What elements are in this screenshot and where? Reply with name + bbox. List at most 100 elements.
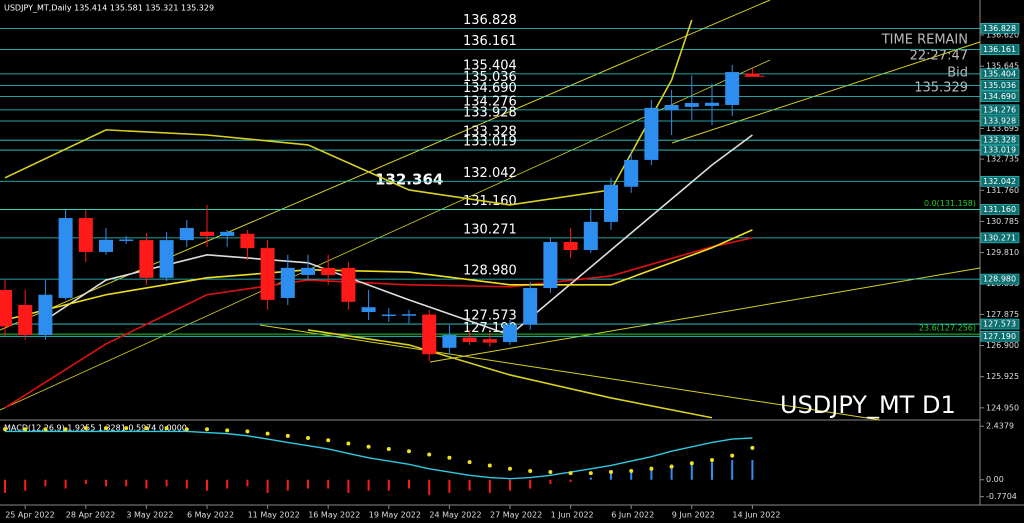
macd-signal-dot: [83, 426, 88, 431]
level-box-label: 136.828: [983, 24, 1016, 33]
macd-y-tick-label: -0.7704: [986, 492, 1017, 501]
macd-signal-dot: [164, 426, 169, 431]
y-tick-label: 125.925: [986, 372, 1019, 381]
level-box-label: 133.928: [983, 116, 1016, 125]
level-box: [980, 23, 1020, 34]
x-tick-label: 3 May 2022: [126, 511, 173, 520]
fib-label: 23.6(127.256): [919, 324, 976, 333]
candle-body: [644, 107, 659, 160]
x-tick-label: 9 Jun 2022: [672, 511, 715, 520]
x-tick-label: 27 May 2022: [490, 511, 542, 520]
timer-label: TIME REMAIN: [881, 33, 968, 48]
y-tick-label: 127.875: [986, 310, 1019, 319]
level-box: [980, 175, 1020, 187]
level-label: 135.404: [463, 58, 517, 73]
macd-signal-dot: [730, 453, 735, 458]
level-box: [980, 273, 1020, 285]
macd-signal-dot: [63, 427, 68, 432]
level-label: 128.980: [463, 264, 517, 279]
watermark: USDJPY_MT D1: [780, 391, 956, 419]
macd-signal-dot: [649, 466, 654, 471]
candle-body: [442, 335, 457, 348]
level-box: [980, 80, 1020, 91]
level-box-label: 130.271: [983, 233, 1016, 242]
macd-signal-dot: [366, 444, 371, 449]
macd-signal-dot: [609, 470, 613, 475]
chart-title: USDJPY_MT,Daily 135.414 135.581 135.321 …: [4, 4, 214, 13]
candle-body: [523, 288, 538, 325]
level-label: 133.328: [463, 125, 517, 140]
candle-body: [78, 218, 93, 252]
x-tick-label: 6 May 2022: [187, 511, 234, 520]
x-tick-label: 19 May 2022: [369, 511, 421, 520]
level-box: [980, 330, 1020, 342]
bid-value: 135.329: [914, 81, 968, 96]
y-tick-label: 131.760: [986, 186, 1019, 195]
macd-y-tick-label: 2.4379: [986, 422, 1014, 431]
candle-body: [179, 227, 194, 241]
x-tick-label: 28 Apr 2022: [66, 511, 115, 520]
macd-line: [5, 430, 753, 480]
level-box: [980, 115, 1020, 127]
x-tick-label: 6 Jun 2022: [611, 511, 654, 520]
level-box: [980, 144, 1020, 156]
overlay-line: [4, 19, 693, 206]
macd-signal-dot: [265, 431, 270, 436]
level-box-label: 127.190: [983, 332, 1016, 341]
candle-body: [745, 73, 760, 77]
level-box: [980, 44, 1020, 55]
macd-signal-dot: [427, 452, 432, 457]
candle-body: [240, 233, 255, 249]
y-tick-label: 133.695: [986, 124, 1019, 133]
x-tick-label: 25 Apr 2022: [5, 511, 54, 520]
macd-signal-dot: [144, 426, 149, 431]
candle-body: [159, 240, 174, 278]
y-tick-label: 129.810: [986, 248, 1019, 257]
macd-signal-dot: [326, 438, 331, 443]
macd-signal-dot: [3, 427, 7, 432]
level-box: [980, 91, 1020, 102]
level-box-label: 128.980: [983, 275, 1016, 284]
candle-body: [664, 104, 679, 111]
macd-signal-dot: [407, 449, 411, 454]
x-tick-label: 1 Jun 2022: [551, 511, 594, 520]
candle-body: [260, 248, 275, 300]
y-tick-label: 126.900: [986, 341, 1019, 350]
candle-body: [402, 314, 416, 316]
candle-body: [462, 337, 477, 343]
trendline: [259, 324, 881, 421]
macd-signal-dot: [447, 455, 452, 460]
candle-body: [139, 240, 154, 278]
candle-body: [119, 239, 134, 241]
level-box-label: 134.276: [983, 105, 1016, 114]
level-label: 133.019: [463, 135, 517, 150]
macd-signal-dot: [184, 427, 189, 432]
y-tick-label: 136.620: [986, 30, 1019, 39]
level-box-label: 131.160: [983, 205, 1016, 214]
overlay-line: [44, 134, 753, 336]
level-box-label: 134.690: [983, 92, 1016, 101]
level-box: [980, 204, 1020, 215]
trendline: [0, 59, 771, 411]
level-box-label: 136.161: [983, 45, 1016, 54]
marker-label: 132.364: [375, 171, 443, 189]
y-tick-label: 135.645: [986, 62, 1019, 71]
candle-body: [705, 102, 719, 106]
macd-signal-dot: [386, 446, 391, 451]
y-tick-label: 124.950: [986, 403, 1019, 412]
overlay-line: [4, 237, 753, 409]
candle-body: [361, 307, 376, 313]
candle-body: [99, 239, 113, 252]
macd-signal-dot: [508, 466, 512, 471]
level-box: [980, 104, 1020, 116]
candle-body: [301, 267, 315, 275]
candle-body: [321, 267, 336, 275]
candle-body: [624, 159, 639, 187]
macd-y-tick-label: 0.00: [986, 475, 1004, 484]
macd-signal-dot: [225, 428, 230, 433]
bid-label: Bid: [947, 66, 968, 81]
macd-signal-dot: [528, 468, 533, 473]
macd-signal-dot: [629, 468, 634, 473]
